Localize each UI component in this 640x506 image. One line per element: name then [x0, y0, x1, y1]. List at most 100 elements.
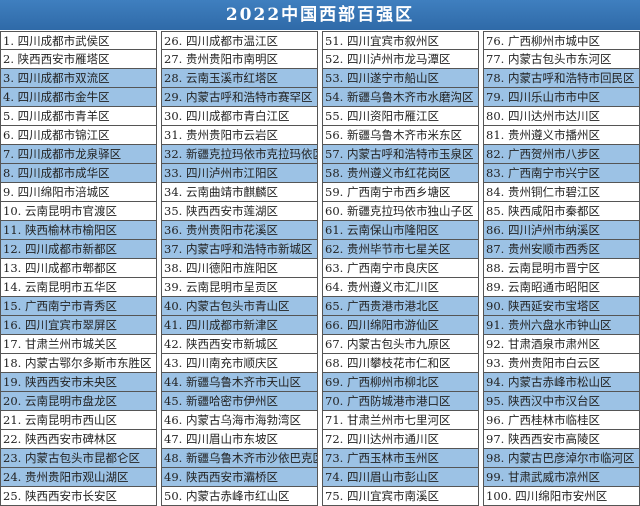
- table-cell: 57. 内蒙古呼和浩特市玉泉区: [322, 145, 479, 164]
- table-cell: 45. 新疆哈密市伊州区: [161, 392, 318, 411]
- table-cell: 26. 四川成都市温江区: [161, 31, 318, 50]
- table-cell: 46. 内蒙古乌海市海勃湾区: [161, 411, 318, 430]
- table-cell: 53. 四川遂宁市船山区: [322, 69, 479, 88]
- table-cell: 8. 四川成都市成华区: [0, 164, 157, 183]
- table-cell: 73. 广西玉林市玉州区: [322, 449, 479, 468]
- table-cell: 7. 四川成都市龙泉驿区: [0, 145, 157, 164]
- table-cell: 16. 四川宜宾市翠屏区: [0, 316, 157, 335]
- table-cell: 54. 新疆乌鲁木齐市水磨沟区: [322, 88, 479, 107]
- table-cell: 25. 陕西西安市长安区: [0, 487, 157, 506]
- table-cell: 35. 陕西西安市莲湖区: [161, 202, 318, 221]
- table-cell: 50. 内蒙古赤峰市红山区: [161, 487, 318, 506]
- table-cell: 89. 云南昭通市昭阳区: [483, 278, 640, 297]
- table-cell: 87. 贵州安顺市西秀区: [483, 240, 640, 259]
- table-cell: 92. 甘肃酒泉市肃州区: [483, 335, 640, 354]
- table-cell: 12. 四川成都市新都区: [0, 240, 157, 259]
- table-cell: 18. 内蒙古鄂尔多斯市东胜区: [0, 354, 157, 373]
- table-cell: 28. 云南玉溪市红塔区: [161, 69, 318, 88]
- table-cell: 77. 内蒙古包头市东河区: [483, 50, 640, 69]
- table-cell: 44. 新疆乌鲁木齐市天山区: [161, 373, 318, 392]
- table-cell: 99. 甘肃武威市凉州区: [483, 468, 640, 487]
- table-cell: 98. 内蒙古巴彦淖尔市临河区: [483, 449, 640, 468]
- table-cell: 91. 贵州六盘水市钟山区: [483, 316, 640, 335]
- table-cell: 100. 四川绵阳市安州区: [483, 487, 640, 506]
- table-cell: 70. 广西防城港市港口区: [322, 392, 479, 411]
- table-cell: 97. 陕西西安市高陵区: [483, 430, 640, 449]
- table-cell: 20. 云南昆明市盘龙区: [0, 392, 157, 411]
- table-cell: 81. 贵州遵义市播州区: [483, 126, 640, 145]
- table-cell: 48. 新疆乌鲁木齐市沙依巴克区: [161, 449, 318, 468]
- table-column-2: 26. 四川成都市温江区 27. 贵州贵阳市南明区 28. 云南玉溪市红塔区 29. …: [161, 31, 318, 506]
- table-cell: 6. 四川成都市锦江区: [0, 126, 157, 145]
- table-cell: 74. 四川眉山市彭山区: [322, 468, 479, 487]
- table-cell: 71. 甘肃兰州市七里河区: [322, 411, 479, 430]
- table-cell: 86. 四川泸州市纳溪区: [483, 221, 640, 240]
- table-cell: 4. 四川成都市金牛区: [0, 88, 157, 107]
- table-cell: 82. 广西贺州市八步区: [483, 145, 640, 164]
- table-cell: 64. 贵州遵义市汇川区: [322, 278, 479, 297]
- table-cell: 39. 云南昆明市呈贡区: [161, 278, 318, 297]
- table-cell: 72. 四川达州市通川区: [322, 430, 479, 449]
- table-cell: 5. 四川成都市青羊区: [0, 107, 157, 126]
- table-cell: 63. 广西南宁市良庆区: [322, 259, 479, 278]
- table-cell: 40. 内蒙古包头市青山区: [161, 297, 318, 316]
- table-cell: 80. 四川达州市达川区: [483, 107, 640, 126]
- table-cell: 31. 贵州贵阳市云岩区: [161, 126, 318, 145]
- table-cell: 41. 四川成都市新津区: [161, 316, 318, 335]
- table-cell: 65. 广西贵港市港北区: [322, 297, 479, 316]
- table-cell: 88. 云南昆明市晋宁区: [483, 259, 640, 278]
- table-cell: 15. 广西南宁市青秀区: [0, 297, 157, 316]
- table-cell: 60. 新疆克拉玛依市独山子区: [322, 202, 479, 221]
- table-cell: 32. 新疆克拉玛依市克拉玛依区: [161, 145, 318, 164]
- table-cell: 1. 四川成都市武侯区: [0, 31, 157, 50]
- table-cell: 61. 云南保山市隆阳区: [322, 221, 479, 240]
- table-cell: 69. 广西柳州市柳北区: [322, 373, 479, 392]
- table-cell: 67. 内蒙古包头市九原区: [322, 335, 479, 354]
- table-cell: 90. 陕西延安市宝塔区: [483, 297, 640, 316]
- table-cell: 94. 内蒙古赤峰市松山区: [483, 373, 640, 392]
- table-cell: 36. 贵州贵阳市花溪区: [161, 221, 318, 240]
- table-cell: 23. 内蒙古包头市昆都仑区: [0, 449, 157, 468]
- table-cell: 3. 四川成都市双流区: [0, 69, 157, 88]
- table-cell: 9. 四川绵阳市涪城区: [0, 183, 157, 202]
- table-cell: 78. 内蒙古呼和浩特市回民区: [483, 69, 640, 88]
- table-cell: 13. 四川成都市郫都区: [0, 259, 157, 278]
- table-cell: 62. 贵州毕节市七星关区: [322, 240, 479, 259]
- table-cell: 17. 甘肃兰州市城关区: [0, 335, 157, 354]
- table-cell: 75. 四川宜宾市南溪区: [322, 487, 479, 506]
- table-cell: 29. 内蒙古呼和浩特市赛罕区: [161, 88, 318, 107]
- table-cell: 76. 广西柳州市城中区: [483, 31, 640, 50]
- table-column-3: 51. 四川宜宾市叙州区 52. 四川泸州市龙马潭区 53. 四川遂宁市船山区 54.…: [322, 31, 479, 506]
- table-cell: 66. 四川绵阳市游仙区: [322, 316, 479, 335]
- table-cell: 33. 四川泸州市江阳区: [161, 164, 318, 183]
- table-cell: 38. 四川德阳市旌阳区: [161, 259, 318, 278]
- table-cell: 55. 四川资阳市雁江区: [322, 107, 479, 126]
- page-title: 2022中国西部百强区: [0, 0, 640, 30]
- table-cell: 21. 云南昆明市西山区: [0, 411, 157, 430]
- table-cell: 47. 四川眉山市东坡区: [161, 430, 318, 449]
- table-cell: 14. 云南昆明市五华区: [0, 278, 157, 297]
- table-cell: 95. 陕西汉中市汉台区: [483, 392, 640, 411]
- table-cell: 30. 四川成都市青白江区: [161, 107, 318, 126]
- table-cell: 19. 陕西西安市未央区: [0, 373, 157, 392]
- table-cell: 2. 陕西西安市雁塔区: [0, 50, 157, 69]
- table-cell: 85. 陕西咸阳市秦都区: [483, 202, 640, 221]
- table-cell: 43. 四川南充市顺庆区: [161, 354, 318, 373]
- table-cell: 79. 四川乐山市市中区: [483, 88, 640, 107]
- table-cell: 52. 四川泸州市龙马潭区: [322, 50, 479, 69]
- table-cell: 84. 贵州铜仁市碧江区: [483, 183, 640, 202]
- table-cell: 24. 贵州贵阳市观山湖区: [0, 468, 157, 487]
- table-cell: 83. 广西南宁市兴宁区: [483, 164, 640, 183]
- table-cell: 11. 陕西榆林市榆阳区: [0, 221, 157, 240]
- table-column-4: 76. 广西柳州市城中区 77. 内蒙古包头市东河区 78. 内蒙古呼和浩特市回民区…: [483, 31, 640, 506]
- table-cell: 10. 云南昆明市官渡区: [0, 202, 157, 221]
- table-column-1: 1. 四川成都市武侯区 2. 陕西西安市雁塔区 3. 四川成都市双流区 4. 四川成都…: [0, 31, 157, 506]
- table-cell: 58. 贵州遵义市红花岗区: [322, 164, 479, 183]
- table-cell: 68. 四川攀枝花市仁和区: [322, 354, 479, 373]
- table-cell: 22. 陕西西安市碑林区: [0, 430, 157, 449]
- table-cell: 34. 云南曲靖市麒麟区: [161, 183, 318, 202]
- table-cell: 42. 陕西西安市新城区: [161, 335, 318, 354]
- table-cell: 56. 新疆乌鲁木齐市米东区: [322, 126, 479, 145]
- ranking-table: 1. 四川成都市武侯区 2. 陕西西安市雁塔区 3. 四川成都市双流区 4. 四川成都…: [0, 31, 640, 506]
- table-cell: 96. 广西桂林市临桂区: [483, 411, 640, 430]
